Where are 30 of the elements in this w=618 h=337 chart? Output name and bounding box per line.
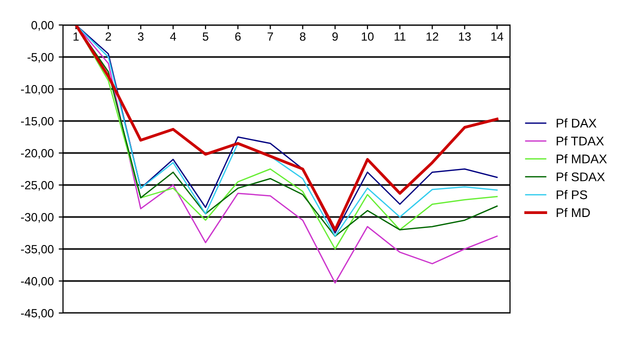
legend-label: Pf DAX: [556, 118, 596, 128]
legend-label: Pf MD: [556, 208, 590, 217]
y-tick-label: -25,00: [21, 181, 54, 191]
legend-label: Pf PS: [556, 190, 588, 200]
y-tick-label: -35,00: [21, 245, 54, 255]
y-tick-label: -20,00: [21, 149, 54, 159]
legend-label: Pf TDAX: [556, 136, 604, 146]
x-tick-label: 5: [202, 32, 208, 41]
x-tick-label: 9: [332, 32, 338, 41]
x-tick-label: 13: [458, 32, 471, 41]
y-tick-label: -15,00: [21, 117, 54, 127]
legend-label: Pf SDAX: [556, 172, 605, 182]
y-tick-label: -40,00: [21, 277, 54, 287]
x-tick-label: 1: [74, 32, 79, 41]
x-tick-label: 12: [426, 32, 438, 41]
x-tick-label: 7: [268, 32, 273, 41]
y-tick-label: -5,00: [28, 53, 54, 63]
x-tick-label: 3: [138, 32, 144, 41]
x-tick-label: 4: [170, 32, 176, 41]
x-tick-label: 10: [362, 32, 374, 41]
x-tick-label: 2: [106, 32, 112, 41]
y-tick-label: 0,00: [31, 21, 54, 31]
legend-label: Pf MDAX: [556, 154, 607, 164]
x-tick-label: 8: [300, 32, 306, 41]
x-tick-label: 11: [394, 32, 406, 41]
y-tick-label: -10,00: [21, 85, 54, 95]
x-tick-label: 6: [235, 32, 241, 41]
x-tick-label: 14: [491, 32, 504, 41]
y-tick-label: -45,00: [21, 309, 54, 319]
y-tick-label: -30,00: [21, 213, 54, 223]
